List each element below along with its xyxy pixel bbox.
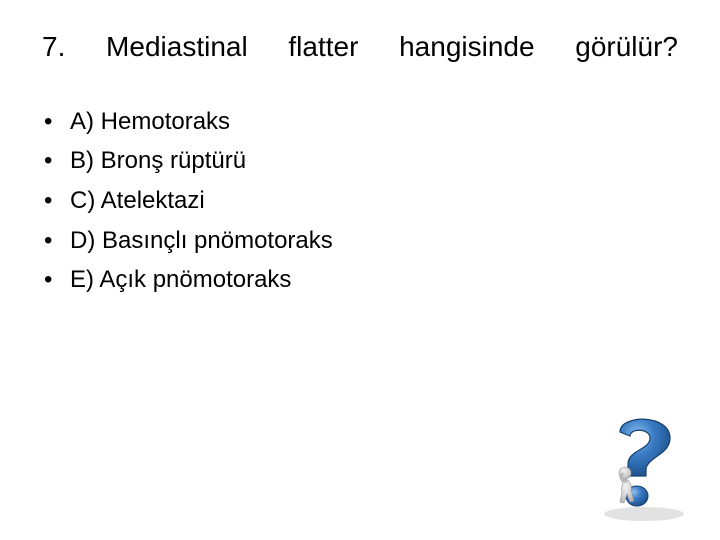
option-a: A) Hemotoraks xyxy=(44,102,678,142)
question-mark-figure-icon xyxy=(582,402,702,522)
option-d: D) Basınçlı pnömotoraks xyxy=(44,221,678,261)
options-list: A) Hemotoraks B) Bronş rüptürü C) Atelek… xyxy=(42,102,678,300)
option-e: E) Açık pnömotoraks xyxy=(44,260,678,300)
slide: 7. Mediastinal flatter hangisinde görülü… xyxy=(0,0,720,540)
option-c: C) Atelektazi xyxy=(44,181,678,221)
option-b: B) Bronş rüptürü xyxy=(44,141,678,181)
question-text: 7. Mediastinal flatter hangisinde görülü… xyxy=(42,28,678,66)
